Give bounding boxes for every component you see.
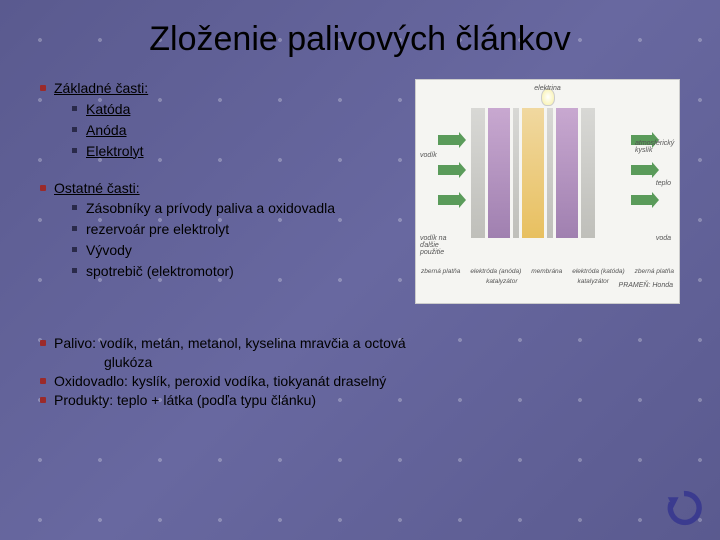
sublist: Katóda Anóda Elektrolyt — [72, 100, 405, 161]
catalyst-label: katalyzátor — [578, 278, 609, 285]
slide-title: Zloženie palivových článkov — [40, 20, 680, 59]
fuel-cell-diagram: elektrina vodík atmosférický kyslík tepl… — [415, 79, 680, 304]
label-hydrogen-reuse: vodík na ďalšie použitie — [420, 235, 460, 256]
plate-label: zberná platňa — [635, 268, 674, 275]
list-item: Elektrolyt — [72, 142, 405, 161]
plate-label: membrána — [531, 268, 562, 275]
label-heat: teplo — [656, 180, 671, 187]
cathode-plate — [556, 108, 578, 238]
diagram-top-label: elektrina — [534, 85, 560, 92]
bottom-line: glukóza — [104, 353, 680, 372]
group-head: Ostatné časti: — [54, 179, 405, 198]
collector-plate-right — [581, 108, 595, 238]
sublist: Zásobníky a prívody paliva a oxidovadla … — [72, 199, 405, 281]
list-item: Zásobníky a prívody paliva a oxidovadla — [72, 199, 405, 218]
group-basic-parts: Základné časti: Katóda Anóda Elektrolyt — [40, 79, 405, 161]
label-water: voda — [656, 235, 671, 242]
bottom-line: Palivo: vodík, metán, metanol, kyselina … — [54, 334, 680, 353]
diagram-credit: PRAMEŇ: Honda — [619, 282, 673, 289]
slide: Zloženie palivových článkov Základné čas… — [0, 0, 720, 540]
return-icon[interactable] — [666, 490, 702, 526]
collector-plate-left — [471, 108, 485, 238]
anode-plate — [488, 108, 510, 238]
list-item: spotrebič (elektromotor) — [72, 262, 405, 281]
group-head: Základné časti: — [54, 79, 405, 98]
content-row: Základné časti: Katóda Anóda Elektrolyt … — [40, 79, 680, 304]
item-text: Katóda — [86, 101, 130, 117]
arrow-icon — [438, 195, 460, 205]
catalyst-left — [513, 108, 519, 238]
item-text: rezervoár pre elektrolyt — [86, 221, 229, 237]
arrow-icon — [631, 165, 653, 175]
plate-labels: zberná platňa elektróda (anóda) membrána… — [416, 268, 679, 275]
list-item: Vývody — [72, 241, 405, 260]
bottom-line: Oxidovadlo: kyslík, peroxid vodíka, tiok… — [54, 372, 680, 391]
plate-label: zberná platňa — [421, 268, 460, 275]
item-text: Anóda — [86, 122, 126, 138]
item-text: spotrebič (elektromotor) — [86, 263, 234, 279]
cell-stack — [471, 108, 626, 238]
plate-label: elektróda (anóda) — [470, 268, 521, 275]
arrow-icon — [438, 165, 460, 175]
label-oxygen: atmosférický kyslík — [635, 140, 677, 154]
text-column: Základné časti: Katóda Anóda Elektrolyt … — [40, 79, 405, 304]
bottom-block: Palivo: vodík, metán, metanol, kyselina … — [40, 334, 680, 410]
arrow-icon — [438, 135, 460, 145]
list-item: Katóda — [72, 100, 405, 119]
catalyst-label: katalyzátor — [486, 278, 517, 285]
item-text: Vývody — [86, 242, 132, 258]
plate-label: elektróda (katóda) — [572, 268, 624, 275]
membrane-plate — [522, 108, 544, 238]
bottom-line: Produkty: teplo + látka (podľa typu člán… — [54, 391, 680, 410]
group-other-parts: Ostatné časti: Zásobníky a prívody paliv… — [40, 179, 405, 281]
list-item: rezervoár pre elektrolyt — [72, 220, 405, 239]
list-item: Anóda — [72, 121, 405, 140]
item-text: Zásobníky a prívody paliva a oxidovadla — [86, 200, 335, 216]
arrow-icon — [631, 195, 653, 205]
label-hydrogen: vodík — [420, 152, 437, 159]
catalyst-right — [547, 108, 553, 238]
item-text: Elektrolyt — [86, 143, 144, 159]
